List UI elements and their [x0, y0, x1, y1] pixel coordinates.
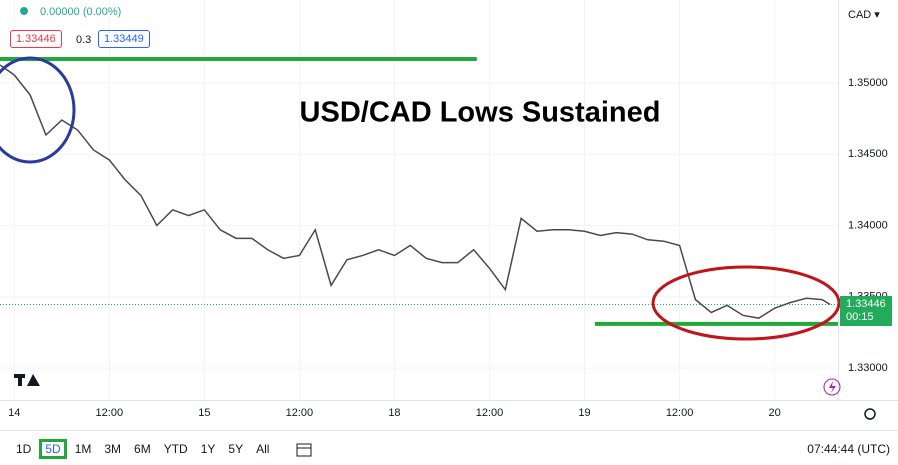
- timeframes: 1D 5D 1M 3M 6M YTD 1Y 5Y All: [8, 438, 274, 459]
- x-tick-label: 12:00: [286, 407, 314, 419]
- calendar-icon[interactable]: [294, 439, 314, 459]
- y-tick-label: 1.34500: [848, 148, 888, 160]
- last-price: 1.33446: [846, 298, 886, 311]
- chart-title: USD/CAD Lows Sustained: [300, 97, 661, 129]
- ask-button[interactable]: 1.33449: [98, 30, 150, 48]
- axis-border: [0, 400, 898, 401]
- countdown: 00:15: [846, 311, 874, 324]
- currency: CAD: [848, 9, 872, 21]
- x-tick-label: 12:00: [476, 407, 504, 419]
- y-tick-label: 1.33000: [848, 362, 888, 374]
- x-tick-label: 18: [388, 407, 400, 419]
- timeframe-button[interactable]: 1Y: [200, 441, 216, 456]
- x-tick-label: 20: [769, 407, 781, 419]
- price-label: 1.33446 00:15: [840, 296, 892, 327]
- timeframe-button[interactable]: 5Y: [228, 441, 244, 456]
- axis-border: [838, 0, 839, 400]
- settings-icon[interactable]: [864, 408, 876, 420]
- logo: [14, 374, 40, 386]
- timeframe-button[interactable]: All: [256, 441, 270, 456]
- y-tick-label: 1.35000: [848, 77, 888, 89]
- timeframe-button[interactable]: YTD: [163, 441, 188, 456]
- y-tick-label: 1.34000: [848, 219, 888, 231]
- timeframe-button[interactable]: 5D: [39, 438, 67, 459]
- chart: USD/CAD Lows Sustained 1.35000 1.34500 1.3…: [0, 0, 898, 420]
- bid-button[interactable]: 1.33446: [10, 30, 62, 48]
- timeframe-button[interactable]: 3M: [104, 441, 122, 456]
- timeframe-button[interactable]: 1D: [16, 441, 32, 456]
- lightning-icon: [829, 381, 836, 393]
- currency-select[interactable]: CAD ▾: [848, 9, 880, 21]
- price-line: [0, 64, 831, 319]
- spread: 0.3: [76, 34, 92, 46]
- x-tick-label: 14: [8, 407, 20, 419]
- highlight-ellipse: [0, 56, 76, 164]
- x-tick-label: 12:00: [96, 407, 124, 419]
- timeframe-button[interactable]: 1M: [74, 441, 92, 456]
- x-tick-label: 19: [578, 407, 590, 419]
- timeframe-button[interactable]: 6M: [134, 441, 151, 456]
- x-tick-label: 15: [198, 407, 210, 419]
- status-row: 0.00000 (0.00%): [20, 6, 121, 18]
- x-tick-label: 12:00: [666, 407, 694, 419]
- highlight-ellipse: [651, 265, 841, 341]
- toolbar: 1D 5D 1M 3M 6M YTD 1Y 5Y All 07:44:44 (UTC): [0, 430, 898, 465]
- clock: 07:44:44 (UTC): [807, 441, 890, 456]
- lightning-icon[interactable]: [823, 378, 841, 396]
- change: 0.00000 (0.00%): [40, 6, 122, 18]
